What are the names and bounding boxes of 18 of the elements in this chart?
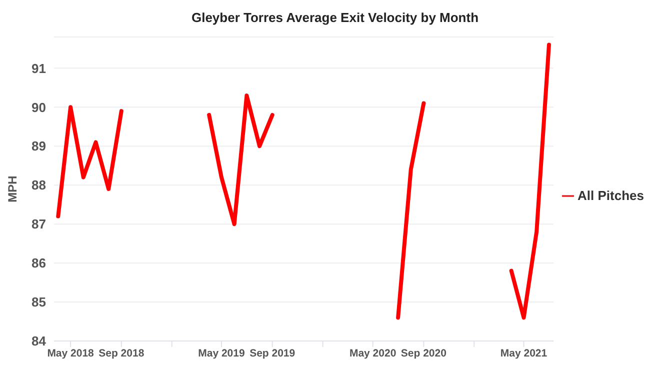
y-tick-label: 85 [32, 294, 46, 310]
y-tick-label: 84 [32, 334, 47, 349]
y-tick-label: 86 [32, 256, 46, 271]
x-tick-label: May 2018 [47, 347, 94, 360]
legend-label: All Pitches [578, 188, 644, 202]
y-tick-label: 88 [32, 178, 46, 193]
x-tick-label: May 2019 [198, 347, 245, 360]
y-axis-title: MPH [5, 176, 20, 202]
x-tick-label: Sep 2018 [98, 347, 144, 360]
y-tick-label: 90 [32, 100, 46, 115]
y-tick-label: 89 [32, 138, 46, 154]
x-tick-label: May 2021 [500, 347, 548, 360]
x-tick-label: Sep 2020 [400, 347, 447, 360]
y-tick-label: 91 [32, 60, 46, 76]
x-tick-label: Sep 2019 [250, 347, 296, 360]
x-tick-label: May 2020 [349, 347, 396, 360]
y-tick-label: 87 [32, 216, 46, 232]
chart-title: Gleyber Torres Average Exit Velocity by Month [190, 9, 480, 25]
